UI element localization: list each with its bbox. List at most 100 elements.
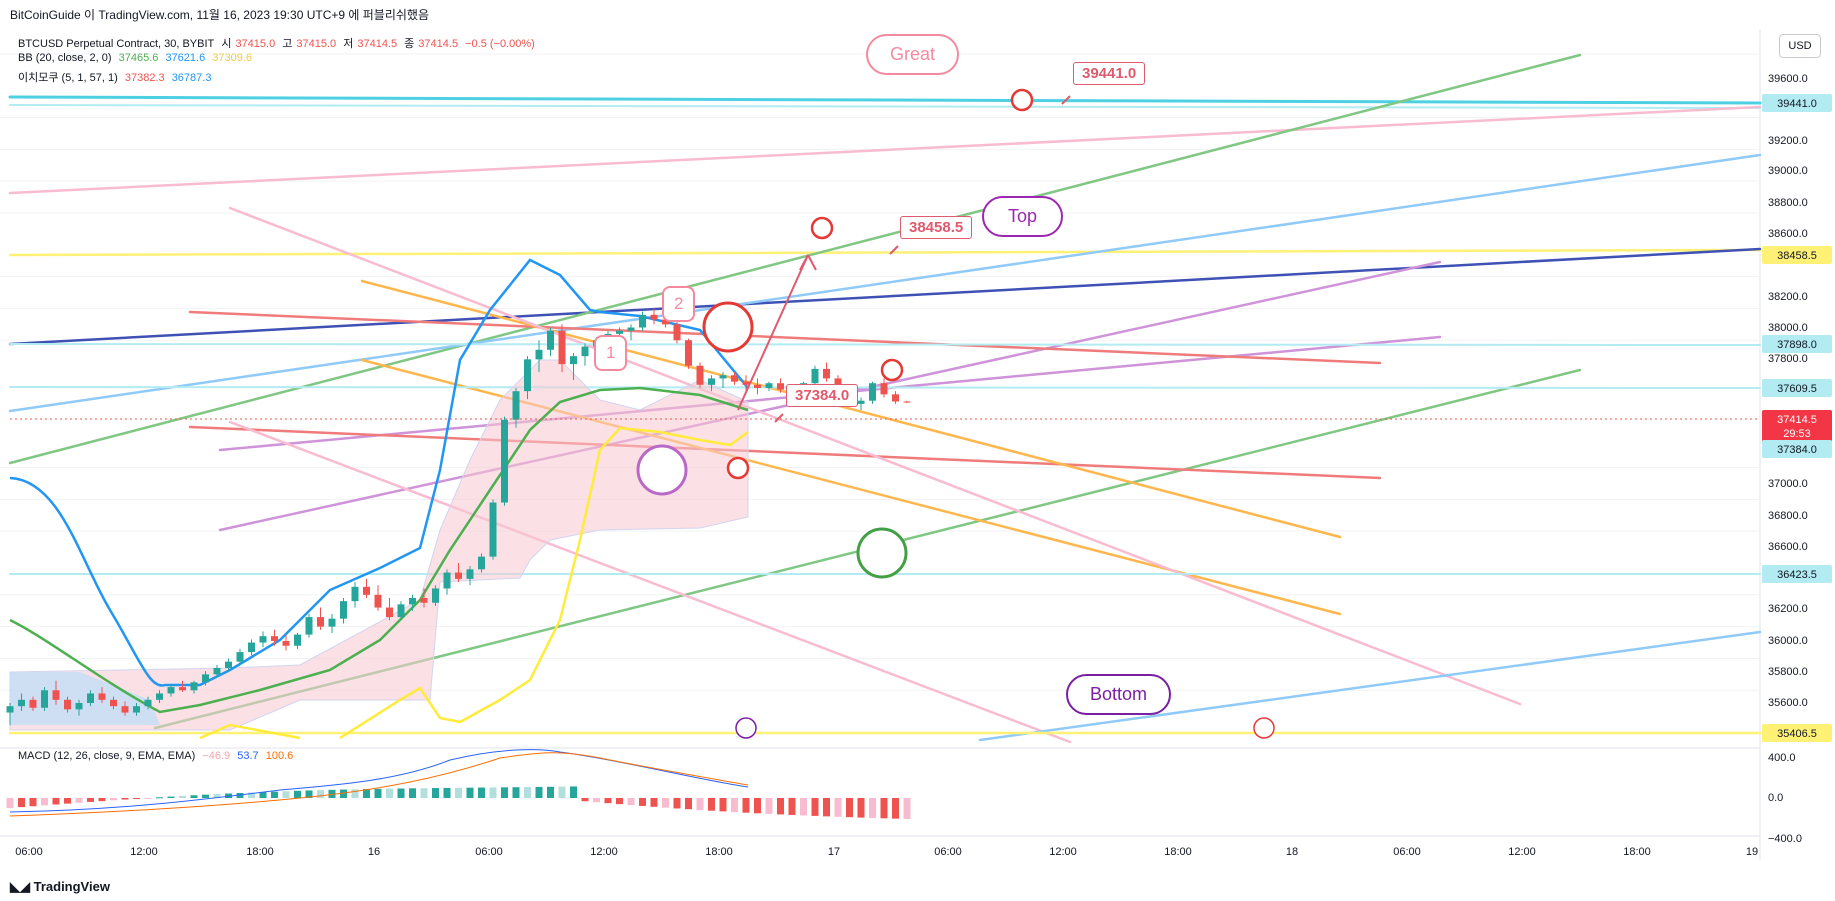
annotation-bottom: Bottom: [1066, 674, 1172, 715]
price-tick: 38000.0: [1768, 322, 1808, 334]
price-tick: 36800.0: [1768, 510, 1808, 522]
legend-ichimoku-row: 이치모쿠 (5, 1, 57, 1) 37382.3 36787.3: [18, 69, 215, 85]
macd-histogram-bar: [489, 787, 497, 798]
macd-histogram-bar: [409, 788, 416, 798]
price-marker-label: 37898.0: [1777, 339, 1817, 351]
macd-histogram-bar: [627, 798, 635, 806]
macd-histogram-bar: [673, 798, 681, 809]
trend-line-11: [188, 425, 1382, 480]
tradingview-logo: ◣◢ TradingView: [10, 879, 110, 895]
trend-line-1: [9, 104, 1761, 109]
legend-ichimoku-label: 이치모쿠 (5, 1, 57, 1): [18, 72, 118, 84]
ichimoku-cloud: [9, 359, 749, 731]
macd-histogram-bar: [121, 798, 129, 800]
candle-body: [742, 381, 750, 385]
candle-body: [156, 693, 163, 700]
macd-histogram-bar: [478, 787, 485, 798]
legend-bb-row: BB (20, close, 2, 0) 37465.6 37621.6 373…: [18, 52, 256, 64]
macd-histogram-bar: [6, 798, 14, 808]
price-marker-label: 37384.0: [1777, 444, 1817, 456]
macd-histogram-bar: [903, 798, 911, 819]
macd-histogram-bar: [64, 798, 71, 804]
candle-body: [685, 340, 692, 366]
candle-body: [397, 604, 405, 618]
candle-body: [731, 375, 738, 382]
legend-macd-signal: 100.6: [265, 750, 294, 762]
trend-line-10: [188, 310, 1382, 365]
macd-histogram-bar: [811, 798, 819, 816]
candle-body: [213, 667, 221, 675]
macd-histogram-bar: [581, 798, 589, 802]
macd-histogram-bar: [87, 798, 94, 802]
macd-histogram-bar: [374, 788, 382, 798]
candle-body: [87, 693, 94, 703]
macd-histogram-bar: [846, 798, 853, 818]
macd-histogram-bar: [719, 798, 727, 812]
candle-body: [535, 349, 543, 360]
time-tick: 06:00: [934, 846, 962, 858]
callout-pointer-1: [889, 245, 899, 255]
price-marker-label: 37609.5: [1777, 383, 1817, 395]
candle-body: [466, 569, 474, 579]
time-tick: 18:00: [1164, 846, 1192, 858]
macd-histogram-bar: [259, 792, 267, 798]
price-tick: 38800.0: [1768, 197, 1808, 209]
macd-histogram-bar: [788, 798, 796, 815]
time-tick: 06:00: [1393, 846, 1421, 858]
macd-histogram-bar: [501, 787, 508, 798]
projection-arrow-head: [799, 254, 817, 271]
time-tick: 12:00: [1508, 846, 1536, 858]
candle-body: [754, 384, 761, 388]
macd-histogram-bar: [213, 794, 221, 798]
price-marker-label: 35406.5: [1777, 728, 1817, 740]
macd-histogram-bar: [363, 789, 370, 798]
candle-body: [581, 346, 589, 357]
legend-ichimoku-a: 37382.3: [124, 72, 165, 84]
callout-pointer-0: [1061, 95, 1071, 105]
macd-histogram-bar: [98, 798, 106, 802]
time-tick: 12:00: [590, 846, 618, 858]
macd-histogram-bar: [328, 789, 336, 798]
price-marker-bg: [1762, 335, 1832, 353]
macd-histogram-bar: [386, 788, 393, 798]
macd-histogram-bar: [800, 798, 807, 816]
currency-selector[interactable]: USD: [1779, 34, 1821, 58]
legend-low-label: 저: [343, 38, 354, 50]
price-tick: 39600.0: [1768, 73, 1808, 85]
macd-histogram-bar: [443, 787, 451, 798]
macd-histogram-bar: [512, 787, 520, 798]
trend-line-5: [8, 53, 1582, 465]
macd-histogram-bar: [52, 798, 60, 805]
price-marker-bg: [1762, 246, 1832, 264]
annotation-great: Great: [866, 34, 960, 75]
publish-caption: BitCoinGuide 이 TradingView.com, 11월 16, …: [10, 8, 429, 22]
time-tick: 12:00: [1049, 846, 1077, 858]
candle-body: [225, 661, 232, 668]
candle-body: [317, 617, 324, 627]
candle-body: [52, 690, 60, 700]
time-tick: 18:00: [1623, 846, 1651, 858]
smiley-neutral-icon: [636, 444, 688, 496]
callout-38458: 38458.5: [900, 216, 973, 239]
macd-histogram-bar: [317, 790, 324, 798]
price-marker-label: 37414.5: [1777, 414, 1817, 426]
macd-histogram-bar: [466, 787, 474, 798]
macd-histogram-bar: [524, 787, 531, 798]
candle-body: [547, 330, 554, 350]
price-marker-bg: [1762, 410, 1832, 428]
macd-histogram-bar: [110, 798, 117, 801]
macd-histogram-bar: [604, 798, 612, 804]
macd-histogram-bar: [432, 788, 439, 798]
lightning-event-icon: [735, 717, 757, 739]
callout-37384: 37384.0: [786, 384, 859, 407]
trend-line-14: [228, 206, 1522, 706]
trend-line-4: [8, 247, 1762, 346]
time-tick: 19: [1746, 846, 1758, 858]
macd-tick: 400.0: [1768, 752, 1796, 764]
legend-bb-label: BB (20, close, 2, 0): [18, 52, 112, 64]
legend-bb-upper: 37621.6: [165, 52, 206, 64]
macd-histogram-bar: [834, 798, 842, 817]
candle-body: [558, 330, 566, 365]
